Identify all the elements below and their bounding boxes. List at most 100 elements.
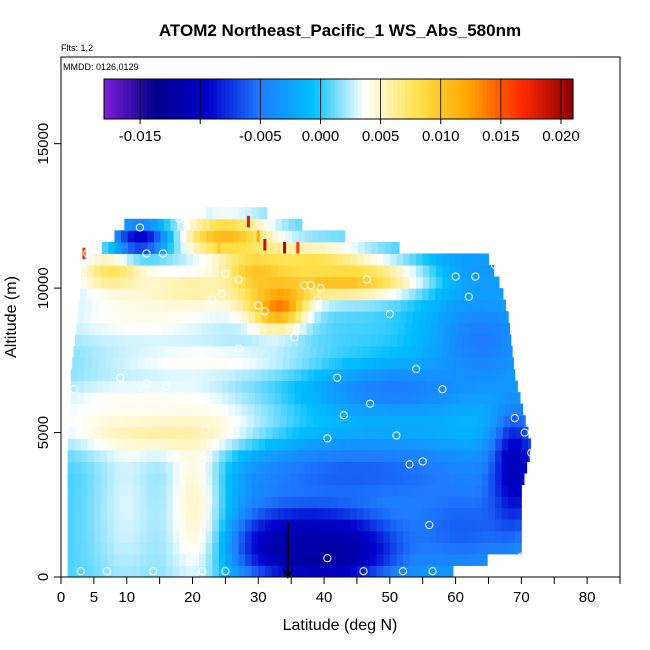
heatmap-cell (448, 345, 456, 358)
sample-point (428, 567, 437, 576)
heatmap-cell (393, 311, 401, 324)
chart-title: ATOM2 Northeast_Pacific_1 WS_Abs_580nm (159, 21, 521, 40)
heatmap-cell (432, 380, 440, 393)
heatmap-cell (277, 345, 285, 358)
heatmap-cell (100, 519, 108, 532)
heatmap-cell (218, 507, 226, 520)
colorbar-segment (299, 79, 304, 119)
heatmap-cell (70, 380, 78, 393)
heatmap-cell (482, 438, 490, 451)
heatmap-cell (370, 265, 378, 278)
heatmap-cell (326, 415, 334, 428)
heatmap-cell (429, 276, 437, 289)
heatmap-cell (80, 461, 88, 474)
heatmap-cell (396, 265, 404, 278)
heatmap-cell (503, 322, 511, 335)
heatmap-cell (291, 553, 299, 566)
heatmap-cell (274, 369, 282, 382)
heatmap-cell (347, 369, 355, 382)
sample-point (208, 295, 217, 304)
heatmap-cell (445, 403, 453, 416)
heatmap-cell (363, 530, 371, 543)
sample-point (135, 223, 145, 232)
heatmap-cell (379, 369, 388, 382)
heatmap-cell (398, 322, 406, 335)
heatmap-cell (80, 345, 88, 358)
heatmap-cell (297, 473, 305, 486)
heatmap-cell (501, 496, 509, 509)
heatmap-cell (489, 334, 497, 347)
heatmap-cell (503, 415, 511, 428)
heatmap-cell (343, 496, 351, 509)
heatmap-cell (356, 253, 365, 266)
heatmap-cell (435, 345, 443, 358)
heatmap-cell (516, 415, 524, 428)
heatmap-cell (91, 357, 99, 370)
heatmap-spike (217, 241, 221, 254)
heatmap-cell (90, 311, 98, 324)
heatmap-cell (185, 542, 194, 555)
heatmap-cell (347, 380, 355, 393)
heatmap-cell (176, 380, 184, 393)
heatmap-cell (211, 345, 219, 358)
colorbar-segment (209, 79, 215, 119)
heatmap-cell (158, 288, 167, 301)
heatmap-cell (278, 253, 286, 266)
heatmap-cell (199, 542, 207, 555)
heatmap-cell (402, 449, 411, 462)
heatmap-cell (259, 230, 267, 243)
heatmap-cell (416, 334, 424, 347)
heatmap-cell (498, 392, 506, 405)
heatmap-cell (166, 542, 174, 555)
heatmap-cell (258, 276, 266, 289)
heatmap-cell (199, 496, 207, 509)
heatmap-cell (376, 449, 384, 462)
heatmap-cell (251, 207, 259, 220)
sample-point (221, 269, 230, 278)
heatmap-cell (159, 449, 167, 462)
heatmap-cell (93, 461, 101, 474)
heatmap-cell (126, 519, 134, 532)
heatmap-cell (462, 276, 470, 289)
heatmap-cell (107, 519, 115, 532)
heatmap-cell (484, 403, 492, 416)
heatmap-cell (140, 438, 148, 451)
heatmap-cell (143, 311, 151, 324)
heatmap-cell (409, 565, 417, 578)
heatmap-cell (223, 357, 231, 370)
heatmap-cell (146, 484, 154, 497)
heatmap-cell (211, 288, 219, 301)
heatmap-cell (265, 334, 273, 347)
heatmap-cell (236, 299, 244, 312)
heatmap-cell (490, 415, 498, 428)
heatmap-cell (252, 230, 260, 243)
heatmap-cell (454, 288, 463, 301)
heatmap-cell (350, 530, 358, 543)
heatmap-cell (488, 449, 496, 462)
colorbar-segment (358, 79, 363, 119)
heatmap-cell (468, 461, 476, 474)
heatmap-cell (179, 461, 187, 474)
heatmap-cell (409, 484, 417, 497)
heatmap-cell (298, 426, 306, 439)
heatmap-cell (449, 438, 457, 451)
heatmap-cell (261, 403, 269, 416)
heatmap-cell (190, 357, 198, 370)
heatmap-cell (74, 530, 82, 543)
heatmap-cell (396, 519, 404, 532)
heatmap-cell (304, 530, 312, 543)
heatmap-cell (123, 311, 131, 324)
heatmap-cell (463, 426, 471, 439)
heatmap-cell (289, 357, 297, 370)
heatmap-cell (345, 322, 353, 335)
heatmap-cell (351, 334, 359, 347)
heatmap-cell (284, 496, 292, 509)
colorbar-segment (170, 79, 175, 119)
heatmap-cell (404, 415, 413, 428)
heatmap-cell (368, 357, 376, 370)
heatmap-cell (297, 530, 305, 543)
heatmap-cell (435, 449, 443, 462)
heatmap-cell (141, 241, 149, 254)
heatmap-cell (245, 553, 253, 566)
